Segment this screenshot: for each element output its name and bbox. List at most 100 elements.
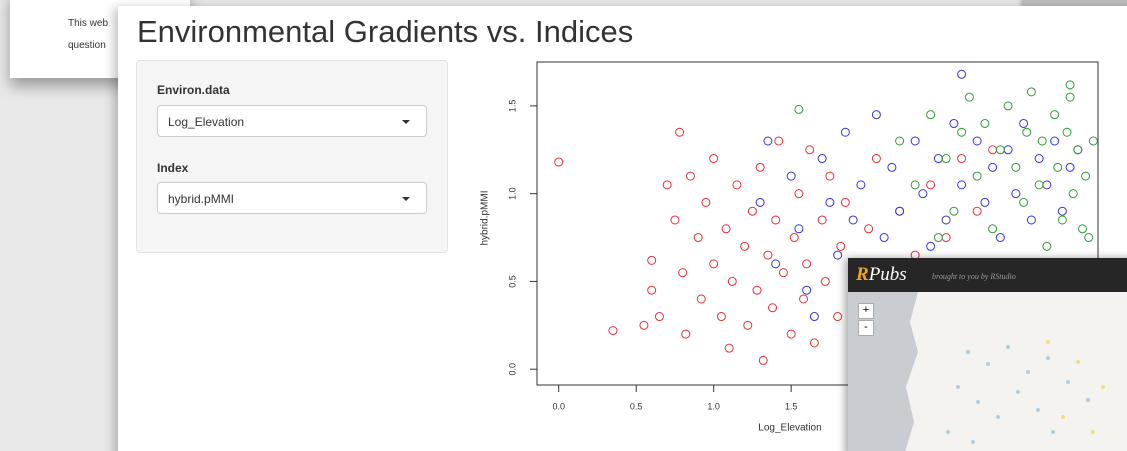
point [733, 181, 741, 189]
screenshot: This web question Environmental Gradient… [0, 0, 1127, 451]
point [694, 234, 702, 242]
x-tick-label: 1.0 [707, 401, 720, 411]
point [1012, 190, 1020, 198]
point [748, 207, 756, 215]
point [609, 327, 617, 335]
point [1058, 216, 1066, 224]
point [702, 198, 710, 206]
point [1066, 81, 1074, 89]
point [996, 234, 1004, 242]
point [958, 155, 966, 163]
point [973, 207, 981, 215]
point [942, 216, 950, 224]
point [942, 155, 950, 163]
rpubs-window: RPubs brought to you by RStudio + - [848, 258, 1127, 451]
point [753, 286, 761, 294]
x-tick-label: 0.5 [630, 401, 643, 411]
tagline: brought to you by RStudio [932, 272, 1016, 281]
point [958, 181, 966, 189]
point [769, 304, 777, 312]
point [779, 269, 787, 277]
point [803, 260, 811, 268]
point [958, 128, 966, 136]
point [697, 295, 705, 303]
point [717, 313, 725, 321]
point [806, 146, 814, 154]
y-tick-label: 0.0 [507, 363, 517, 376]
point [728, 277, 736, 285]
point [1066, 163, 1074, 171]
point [810, 313, 818, 321]
point [655, 313, 663, 321]
point [1020, 198, 1028, 206]
point [810, 339, 818, 347]
point [1063, 128, 1071, 136]
point [686, 172, 694, 180]
point [710, 155, 718, 163]
point [795, 225, 803, 233]
point [1038, 137, 1046, 145]
point [1051, 111, 1059, 119]
point [927, 181, 935, 189]
point [973, 172, 981, 180]
zoom-out[interactable]: - [858, 320, 874, 336]
point [725, 344, 733, 352]
point [710, 260, 718, 268]
point [741, 242, 749, 250]
point [981, 198, 989, 206]
point [663, 181, 671, 189]
point [1066, 93, 1074, 101]
point [1027, 88, 1035, 96]
point [1082, 172, 1090, 180]
point [787, 172, 795, 180]
point [1027, 216, 1035, 224]
point [1085, 234, 1093, 242]
point [849, 216, 857, 224]
point [834, 313, 842, 321]
point [927, 111, 935, 119]
point [826, 198, 834, 206]
point [787, 330, 795, 338]
point [744, 321, 752, 329]
point [648, 256, 656, 264]
y-tick-label: 1.0 [507, 187, 517, 200]
point [795, 105, 803, 113]
point [857, 181, 865, 189]
point [989, 225, 997, 233]
point [756, 198, 764, 206]
point [888, 163, 896, 171]
point [1020, 119, 1028, 127]
point [1058, 207, 1066, 215]
point [880, 234, 888, 242]
point [756, 163, 764, 171]
point [911, 137, 919, 145]
point [679, 269, 687, 277]
point [1074, 146, 1082, 154]
point [1043, 181, 1051, 189]
y-tick-label: 1.5 [507, 100, 517, 113]
y-tick-label: 0.5 [507, 275, 517, 288]
point [826, 172, 834, 180]
point [722, 225, 730, 233]
zoom-in[interactable]: + [858, 303, 874, 319]
point [640, 321, 648, 329]
point [934, 234, 942, 242]
x-tick-label: 1.5 [785, 401, 798, 411]
point [958, 70, 966, 78]
point [865, 225, 873, 233]
point [1004, 146, 1012, 154]
point [911, 181, 919, 189]
point [1054, 163, 1062, 171]
point [1079, 225, 1087, 233]
point [1089, 137, 1097, 145]
point [837, 242, 845, 250]
point [772, 216, 780, 224]
point [1012, 163, 1020, 171]
point [896, 207, 904, 215]
point [919, 190, 927, 198]
point [989, 163, 997, 171]
point [1043, 242, 1051, 250]
point [1051, 137, 1059, 145]
map [848, 292, 1127, 451]
point [648, 286, 656, 294]
